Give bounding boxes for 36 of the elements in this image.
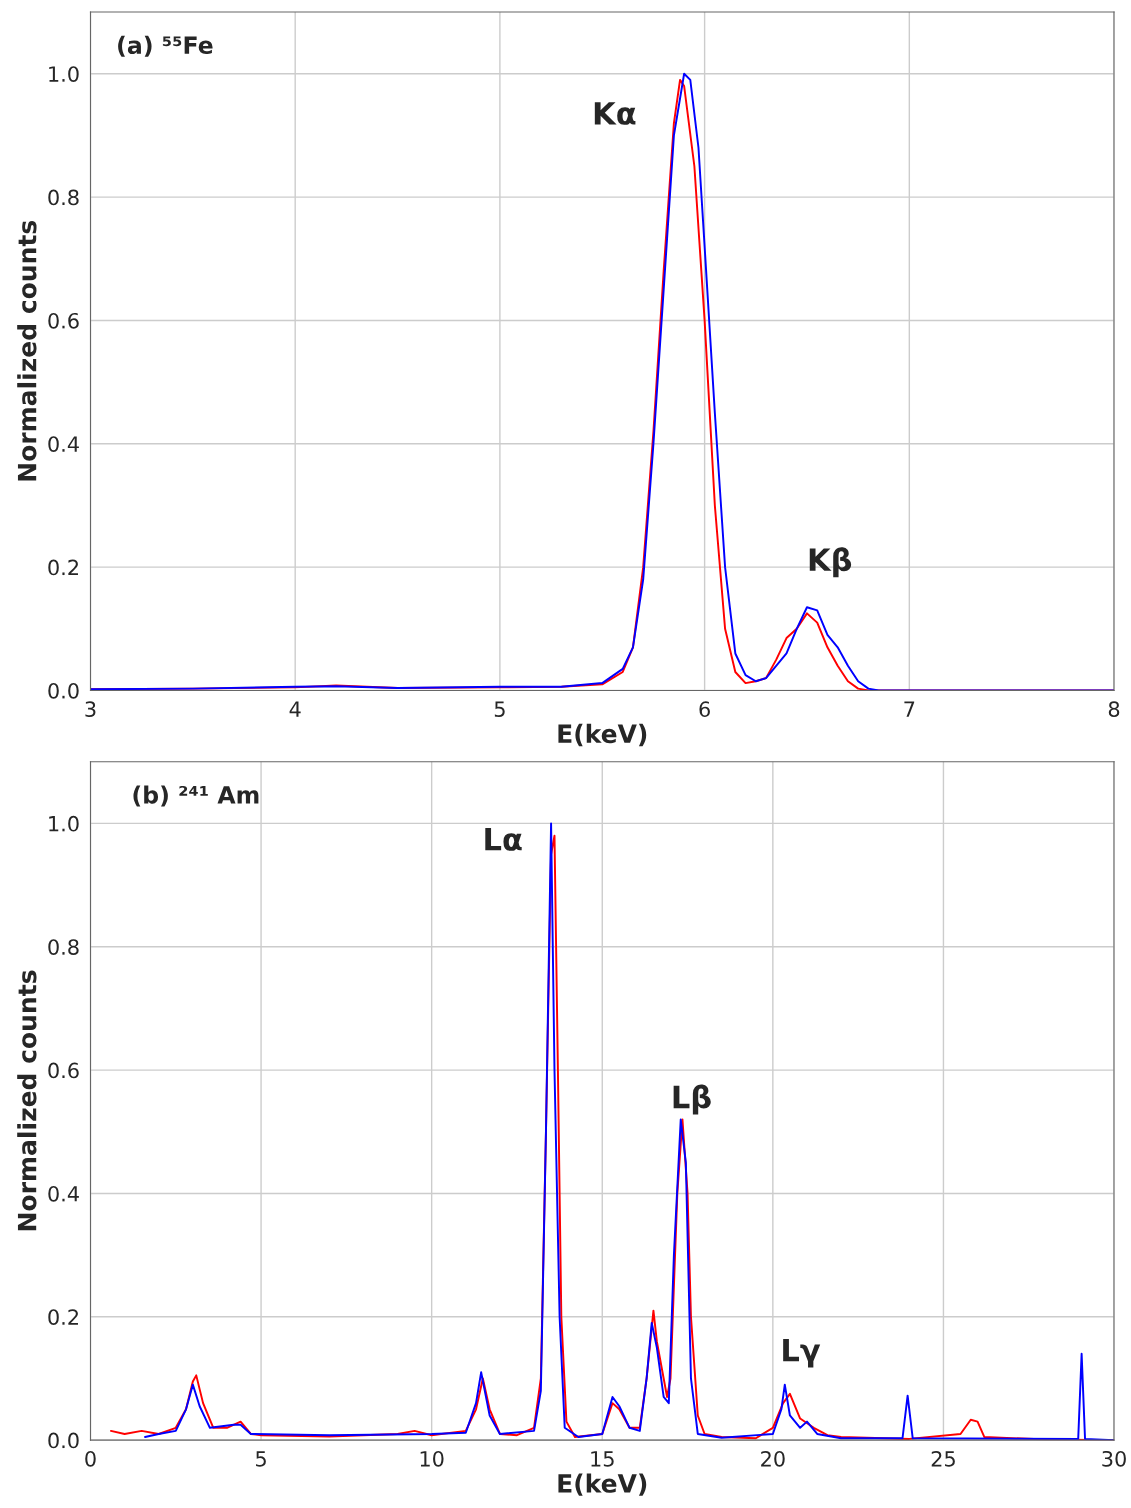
annotation: Lγ <box>783 1338 821 1368</box>
x-tick-label: 5 <box>494 701 505 718</box>
y-tick-label: 0.6 <box>48 1062 79 1079</box>
x-tick-label: 25 <box>931 1450 955 1467</box>
y-tick-label: 0.8 <box>48 939 79 955</box>
y-tick-label: 0.4 <box>48 436 79 452</box>
x-tick-label: 4 <box>289 701 301 717</box>
y-tick-label: 0.0 <box>48 682 79 699</box>
x-tick-label: 5 <box>256 1451 266 1467</box>
x-tick-label: 0 <box>85 1450 96 1467</box>
x-tick-label: 30 <box>1102 1450 1126 1467</box>
y-tick-label: 0.6 <box>48 312 79 329</box>
y-axis-title: Normalized counts <box>17 220 37 481</box>
x-tick-label: 10 <box>420 1450 444 1467</box>
annotation: (a) ⁵⁵Fe <box>118 35 213 57</box>
y-tick-label: 0.4 <box>48 1185 79 1202</box>
x-axis-title: E(keV) <box>558 1473 647 1496</box>
annotation: (b) ²⁴¹ Am <box>133 785 259 807</box>
annotation: Kα <box>594 102 636 125</box>
annotation: Kβ <box>809 547 852 578</box>
x-axis-title: E(keV) <box>558 723 647 747</box>
y-tick-label: 0.2 <box>48 559 78 576</box>
x-tick-label: 8 <box>1108 701 1120 718</box>
y-tick-label: 0.2 <box>48 1309 78 1325</box>
x-tick-label: 7 <box>904 701 915 717</box>
x-tick-label: 15 <box>591 1451 614 1467</box>
x-tick-label: 6 <box>699 701 710 718</box>
annotation: Lα <box>485 828 522 851</box>
y-tick-label: 0.0 <box>48 1432 79 1449</box>
y-tick-label: 0.8 <box>48 189 79 206</box>
y-tick-label: 1.0 <box>49 815 79 832</box>
x-tick-label: 3 <box>85 701 96 718</box>
x-tick-label: 20 <box>761 1450 785 1467</box>
y-axis-title: Normalized counts <box>17 970 37 1231</box>
annotation: Lβ <box>673 1084 711 1115</box>
y-tick-label: 1.0 <box>49 66 79 82</box>
